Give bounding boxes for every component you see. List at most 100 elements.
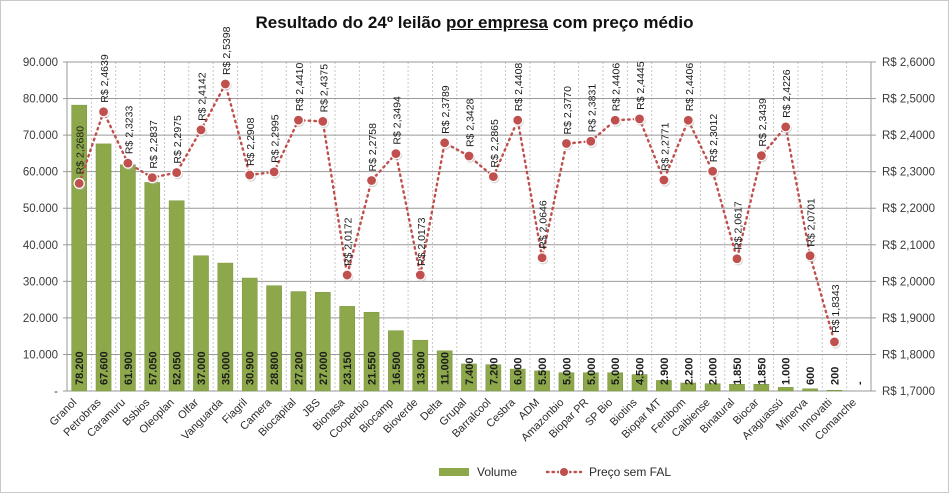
volume-bar[interactable]: [168, 200, 185, 392]
bars-group[interactable]: [71, 104, 843, 392]
volume-bar[interactable]: [802, 388, 818, 392]
bar-value-label: 27.200: [293, 351, 305, 385]
volume-bar[interactable]: [704, 383, 721, 392]
price-data-point[interactable]: [487, 171, 499, 183]
price-data-point[interactable]: [171, 166, 183, 179]
price-data-point[interactable]: [682, 114, 694, 126]
volume-bar[interactable]: [461, 363, 477, 392]
price-data-point[interactable]: [365, 174, 378, 187]
price-value-label: R$ 2,4142: [197, 72, 209, 121]
price-data-point[interactable]: [707, 165, 719, 177]
bar-value-label: 600: [805, 367, 817, 385]
volume-bar[interactable]: [680, 382, 697, 392]
price-value-label: R$ 2,0701: [806, 198, 818, 247]
price-data-point[interactable]: [780, 121, 792, 133]
legend-group[interactable]: Volume Preço sem FAL: [439, 465, 671, 479]
price-value-label: R$ 2,3770: [562, 86, 574, 135]
price-value-label: R$ 2,5398: [221, 26, 233, 75]
price-value-label: R$ 2,2975: [172, 115, 184, 164]
price-data-point[interactable]: [585, 135, 597, 147]
price-value-label: R$ 2,2865: [489, 119, 501, 168]
volume-bar[interactable]: [315, 292, 331, 392]
price-value-label: R$ 2,2908: [245, 117, 257, 166]
price-line[interactable]: [77, 80, 836, 344]
bar-value-label: 57.050: [147, 351, 159, 385]
price-data-point[interactable]: [73, 177, 85, 189]
price-value-label: R$ 2,0617: [733, 201, 745, 250]
price-data-point[interactable]: [828, 336, 841, 348]
volume-bar[interactable]: [71, 104, 87, 392]
price-data-point[interactable]: [390, 148, 402, 160]
volume-bar[interactable]: [558, 372, 575, 392]
price-value-label: R$ 2,3428: [465, 98, 477, 147]
left-axis-tick-label: -: [54, 386, 58, 398]
price-value-labels-group: R$ 2,2680 R$ 2,4639 R$ 2,3233 R$ 2,2837 R$ 2…: [75, 26, 842, 333]
price-value-label: R$ 2,0173: [416, 217, 428, 266]
left-axis-tick-label: 80.000: [23, 94, 58, 106]
legend-label-volume[interactable]: Volume: [477, 465, 517, 479]
bar-value-label: 7.400: [464, 357, 476, 385]
price-data-point[interactable]: [804, 250, 816, 262]
price-value-label: R$ 1,8343: [830, 284, 842, 333]
volume-bar[interactable]: [485, 364, 502, 392]
volume-bar[interactable]: [534, 370, 550, 392]
volume-bar[interactable]: [290, 291, 307, 392]
price-data-point[interactable]: [268, 166, 280, 178]
volume-bar[interactable]: [607, 372, 623, 392]
price-data-point[interactable]: [195, 124, 207, 136]
bar-value-label: 21.550: [367, 351, 379, 385]
volume-bar[interactable]: [729, 383, 745, 392]
price-data-point[interactable]: [244, 169, 256, 181]
price-data-point[interactable]: [609, 114, 621, 126]
volume-bar[interactable]: [777, 387, 794, 392]
price-data-point[interactable]: [463, 150, 475, 162]
price-data-point[interactable]: [414, 269, 426, 281]
volume-bar[interactable]: [631, 374, 648, 392]
volume-bar[interactable]: [753, 383, 770, 392]
price-data-point[interactable]: [122, 157, 134, 169]
volume-bar[interactable]: [388, 330, 404, 392]
volume-bar[interactable]: [436, 350, 453, 392]
bar-value-label: 78.200: [74, 351, 86, 385]
volume-bar[interactable]: [217, 262, 234, 392]
right-axis-tick-label: R$ 2,6000: [882, 57, 935, 69]
price-value-label: R$ 2,2758: [367, 123, 379, 172]
bar-value-label: 200: [829, 367, 841, 385]
price-data-point[interactable]: [536, 252, 548, 264]
price-value-label: R$ 2,3012: [708, 114, 720, 163]
price-data-point[interactable]: [317, 115, 329, 128]
price-data-point[interactable]: [560, 137, 573, 150]
price-value-label: R$ 2,3439: [757, 98, 769, 147]
volume-bar[interactable]: [412, 339, 429, 392]
right-axis-tick-label: R$ 2,2000: [882, 203, 935, 215]
volume-bar[interactable]: [826, 390, 843, 392]
bar-value-label: 1.850: [732, 357, 744, 385]
bar-value-label: 13.900: [415, 351, 427, 385]
volume-bar[interactable]: [583, 372, 599, 392]
price-data-point[interactable]: [658, 174, 670, 186]
price-data-point[interactable]: [439, 137, 451, 149]
price-data-point[interactable]: [97, 106, 110, 118]
price-data-point[interactable]: [731, 253, 743, 265]
volume-bar[interactable]: [509, 368, 526, 392]
volume-bar[interactable]: [363, 311, 380, 392]
volume-bar[interactable]: [95, 143, 112, 392]
price-value-label: R$ 2,3789: [440, 85, 452, 134]
volume-bar[interactable]: [193, 255, 209, 392]
volume-bar[interactable]: [656, 380, 672, 392]
price-data-point[interactable]: [146, 172, 158, 184]
legend-label-preco[interactable]: Preço sem FAL: [589, 465, 671, 479]
price-data-point[interactable]: [219, 78, 231, 90]
price-data-point[interactable]: [512, 114, 524, 126]
right-axis-group: R$ 2,6000 R$ 2,5000 R$ 2,4000 R$ 2,3000 R$ 2…: [871, 57, 935, 398]
price-data-point[interactable]: [341, 269, 353, 281]
volume-bar[interactable]: [241, 277, 258, 392]
price-data-point[interactable]: [755, 150, 767, 162]
left-axis-tick-label: 90.000: [23, 57, 58, 69]
price-data-point[interactable]: [292, 114, 305, 126]
price-line-group[interactable]: [73, 78, 841, 349]
price-data-point[interactable]: [633, 113, 646, 125]
price-value-label: R$ 2,4408: [513, 63, 525, 112]
volume-bar[interactable]: [266, 285, 282, 392]
volume-bar[interactable]: [339, 306, 355, 392]
